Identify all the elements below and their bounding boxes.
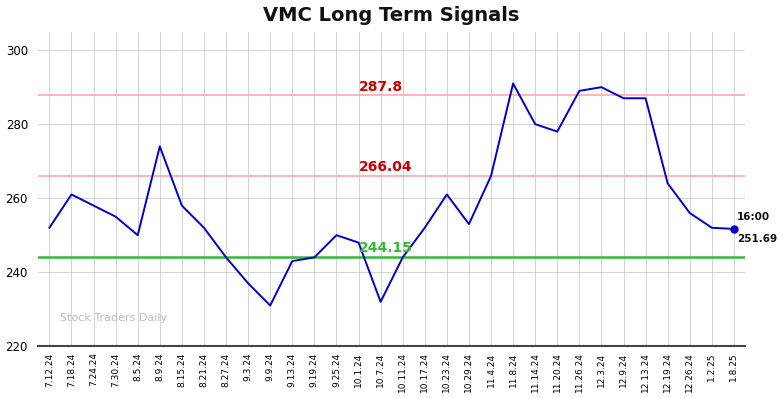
Text: Stock Traders Daily: Stock Traders Daily <box>60 313 167 323</box>
Text: 251.69: 251.69 <box>737 234 778 244</box>
Text: 244.15: 244.15 <box>358 242 412 256</box>
Title: VMC Long Term Signals: VMC Long Term Signals <box>263 6 520 25</box>
Text: 266.04: 266.04 <box>358 160 412 174</box>
Text: 16:00: 16:00 <box>737 212 771 222</box>
Text: 287.8: 287.8 <box>358 80 403 94</box>
